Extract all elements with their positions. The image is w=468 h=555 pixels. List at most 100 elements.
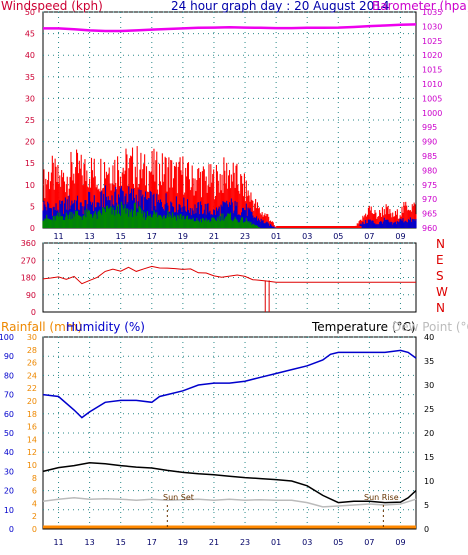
humidity-tick-label: 10 [4, 506, 14, 515]
barometer-tick-label: 990 [422, 138, 437, 147]
temperature-tick-label: 5 [424, 501, 429, 510]
windspeed-tick-label: 20 [25, 138, 35, 147]
wind-direction-series-line [42, 265, 416, 285]
dewpoint-series-line [42, 497, 417, 508]
direction-tick-label: 360 [21, 239, 36, 248]
direction-tick-label: 270 [21, 256, 36, 265]
x-tick-label: 21 [209, 232, 219, 241]
temperature-tick-label: 40 [424, 333, 434, 342]
barometer-tick-label: 1030 [422, 22, 442, 31]
x-tick-label: 11 [53, 538, 63, 547]
rainfall-axis-title: Rainfall (mm) [1, 320, 82, 334]
rainfall-tick-label: 24 [27, 371, 37, 380]
dewpoint-axis-title: Dew Point (°C) [392, 320, 468, 334]
humidity-axis-title: Humidity (%) [66, 320, 145, 334]
direction-compass-label: S [436, 269, 444, 283]
x-tick-label: 09 [395, 232, 405, 241]
barometer-tick-label: 995 [422, 123, 437, 132]
direction-tick-label: 90 [26, 291, 36, 300]
rainfall-tick-label: 4 [32, 499, 37, 508]
humidity-tick-label: 30 [4, 467, 14, 476]
rainfall-tick-label: 20 [27, 397, 37, 406]
windspeed-tick-label: 30 [25, 94, 35, 103]
humidity-tick-label: 40 [4, 448, 14, 457]
windspeed-tick-label: 40 [25, 51, 35, 60]
x-tick-label: 01 [271, 232, 281, 241]
rainfall-tick-label: 26 [27, 359, 37, 368]
barometer-tick-label: 1035 [422, 8, 442, 17]
barometer-tick-label: 960 [422, 224, 437, 233]
x-tick-label: 09 [395, 538, 405, 547]
humidity-tick-label: 90 [4, 352, 14, 361]
sunset-annotation: Sun Set [163, 493, 194, 502]
x-tick-label: 19 [178, 232, 188, 241]
rainfall-tick-label: 0 [32, 525, 37, 534]
x-tick-label: 05 [333, 538, 343, 547]
temperature-tick-label: 0 [424, 525, 429, 534]
barometer-tick-label: 1025 [422, 37, 442, 46]
humidity-tick-label: 20 [4, 487, 14, 496]
barometer-series-line [43, 23, 417, 33]
x-tick-label: 19 [178, 538, 188, 547]
x-tick-label: 03 [302, 538, 312, 547]
barometer-tick-label: 1005 [422, 94, 442, 103]
plot-layer [42, 23, 417, 529]
barometer-axis-title: Barometer (hpa) [372, 0, 468, 13]
barometer-tick-label: 1000 [422, 109, 442, 118]
x-tick-label: 21 [209, 538, 219, 547]
rainfall-tick-label: 30 [27, 333, 37, 342]
temperature-tick-label: 15 [424, 453, 434, 462]
x-tick-label: 17 [147, 538, 157, 547]
axis-layer: 0510152025303540455096096597097598098599… [0, 8, 448, 547]
rainfall-tick-label: 10 [27, 461, 37, 470]
x-tick-label: 03 [302, 232, 312, 241]
barometer-tick-label: 1020 [422, 51, 442, 60]
windspeed-tick-label: 5 [30, 202, 35, 211]
humidity-tick-label: 0 [9, 525, 14, 534]
rainfall-tick-label: 14 [27, 435, 37, 444]
humidity-tick-label: 80 [4, 371, 14, 380]
windspeed-tick-label: 25 [25, 116, 35, 125]
humidity-tick-label: 70 [4, 391, 14, 400]
sunrise-annotation: Sun Rise [364, 493, 399, 502]
humidity-series-line [42, 349, 417, 419]
rainfall-tick-label: 28 [27, 346, 37, 355]
barometer-tick-label: 970 [422, 195, 437, 204]
rainfall-tick-label: 6 [32, 487, 37, 496]
x-tick-label: 05 [333, 232, 343, 241]
x-tick-label: 23 [240, 232, 250, 241]
windspeed-tick-label: 50 [25, 8, 35, 17]
x-tick-label: 13 [85, 538, 95, 547]
barometer-tick-label: 1010 [422, 80, 442, 89]
rainfall-tick-label: 18 [27, 410, 37, 419]
temperature-tick-label: 25 [424, 405, 434, 414]
direction-compass-label: W [436, 285, 448, 299]
x-tick-label: 07 [364, 538, 374, 547]
temperature-series-line [42, 462, 417, 504]
temperature-tick-label: 35 [424, 357, 434, 366]
x-tick-label: 15 [116, 232, 126, 241]
x-tick-label: 01 [271, 538, 281, 547]
x-tick-label: 15 [116, 538, 126, 547]
temperature-tick-label: 10 [424, 477, 434, 486]
rainfall-tick-label: 22 [27, 384, 37, 393]
direction-compass-label: N [436, 237, 445, 251]
rainfall-tick-label: 12 [27, 448, 37, 457]
barometer-tick-label: 985 [422, 152, 437, 161]
humidity-tick-label: 100 [0, 333, 14, 342]
rainfall-tick-label: 2 [32, 512, 37, 521]
direction-compass-label: N [436, 301, 445, 315]
windspeed-tick-label: 45 [25, 30, 35, 39]
windspeed-axis-title: Windspeed (kph) [1, 0, 103, 13]
barometer-tick-label: 975 [422, 181, 437, 190]
barometer-tick-label: 965 [422, 210, 437, 219]
windspeed-tick-label: 35 [25, 73, 35, 82]
barometer-tick-label: 1015 [422, 66, 442, 75]
temperature-tick-label: 20 [424, 429, 434, 438]
windspeed-tick-label: 15 [25, 159, 35, 168]
direction-tick-label: 0 [31, 308, 36, 317]
windspeed-tick-label: 10 [25, 181, 35, 190]
chart-title: 24 hour graph day : 20 August 2014 [171, 0, 390, 13]
